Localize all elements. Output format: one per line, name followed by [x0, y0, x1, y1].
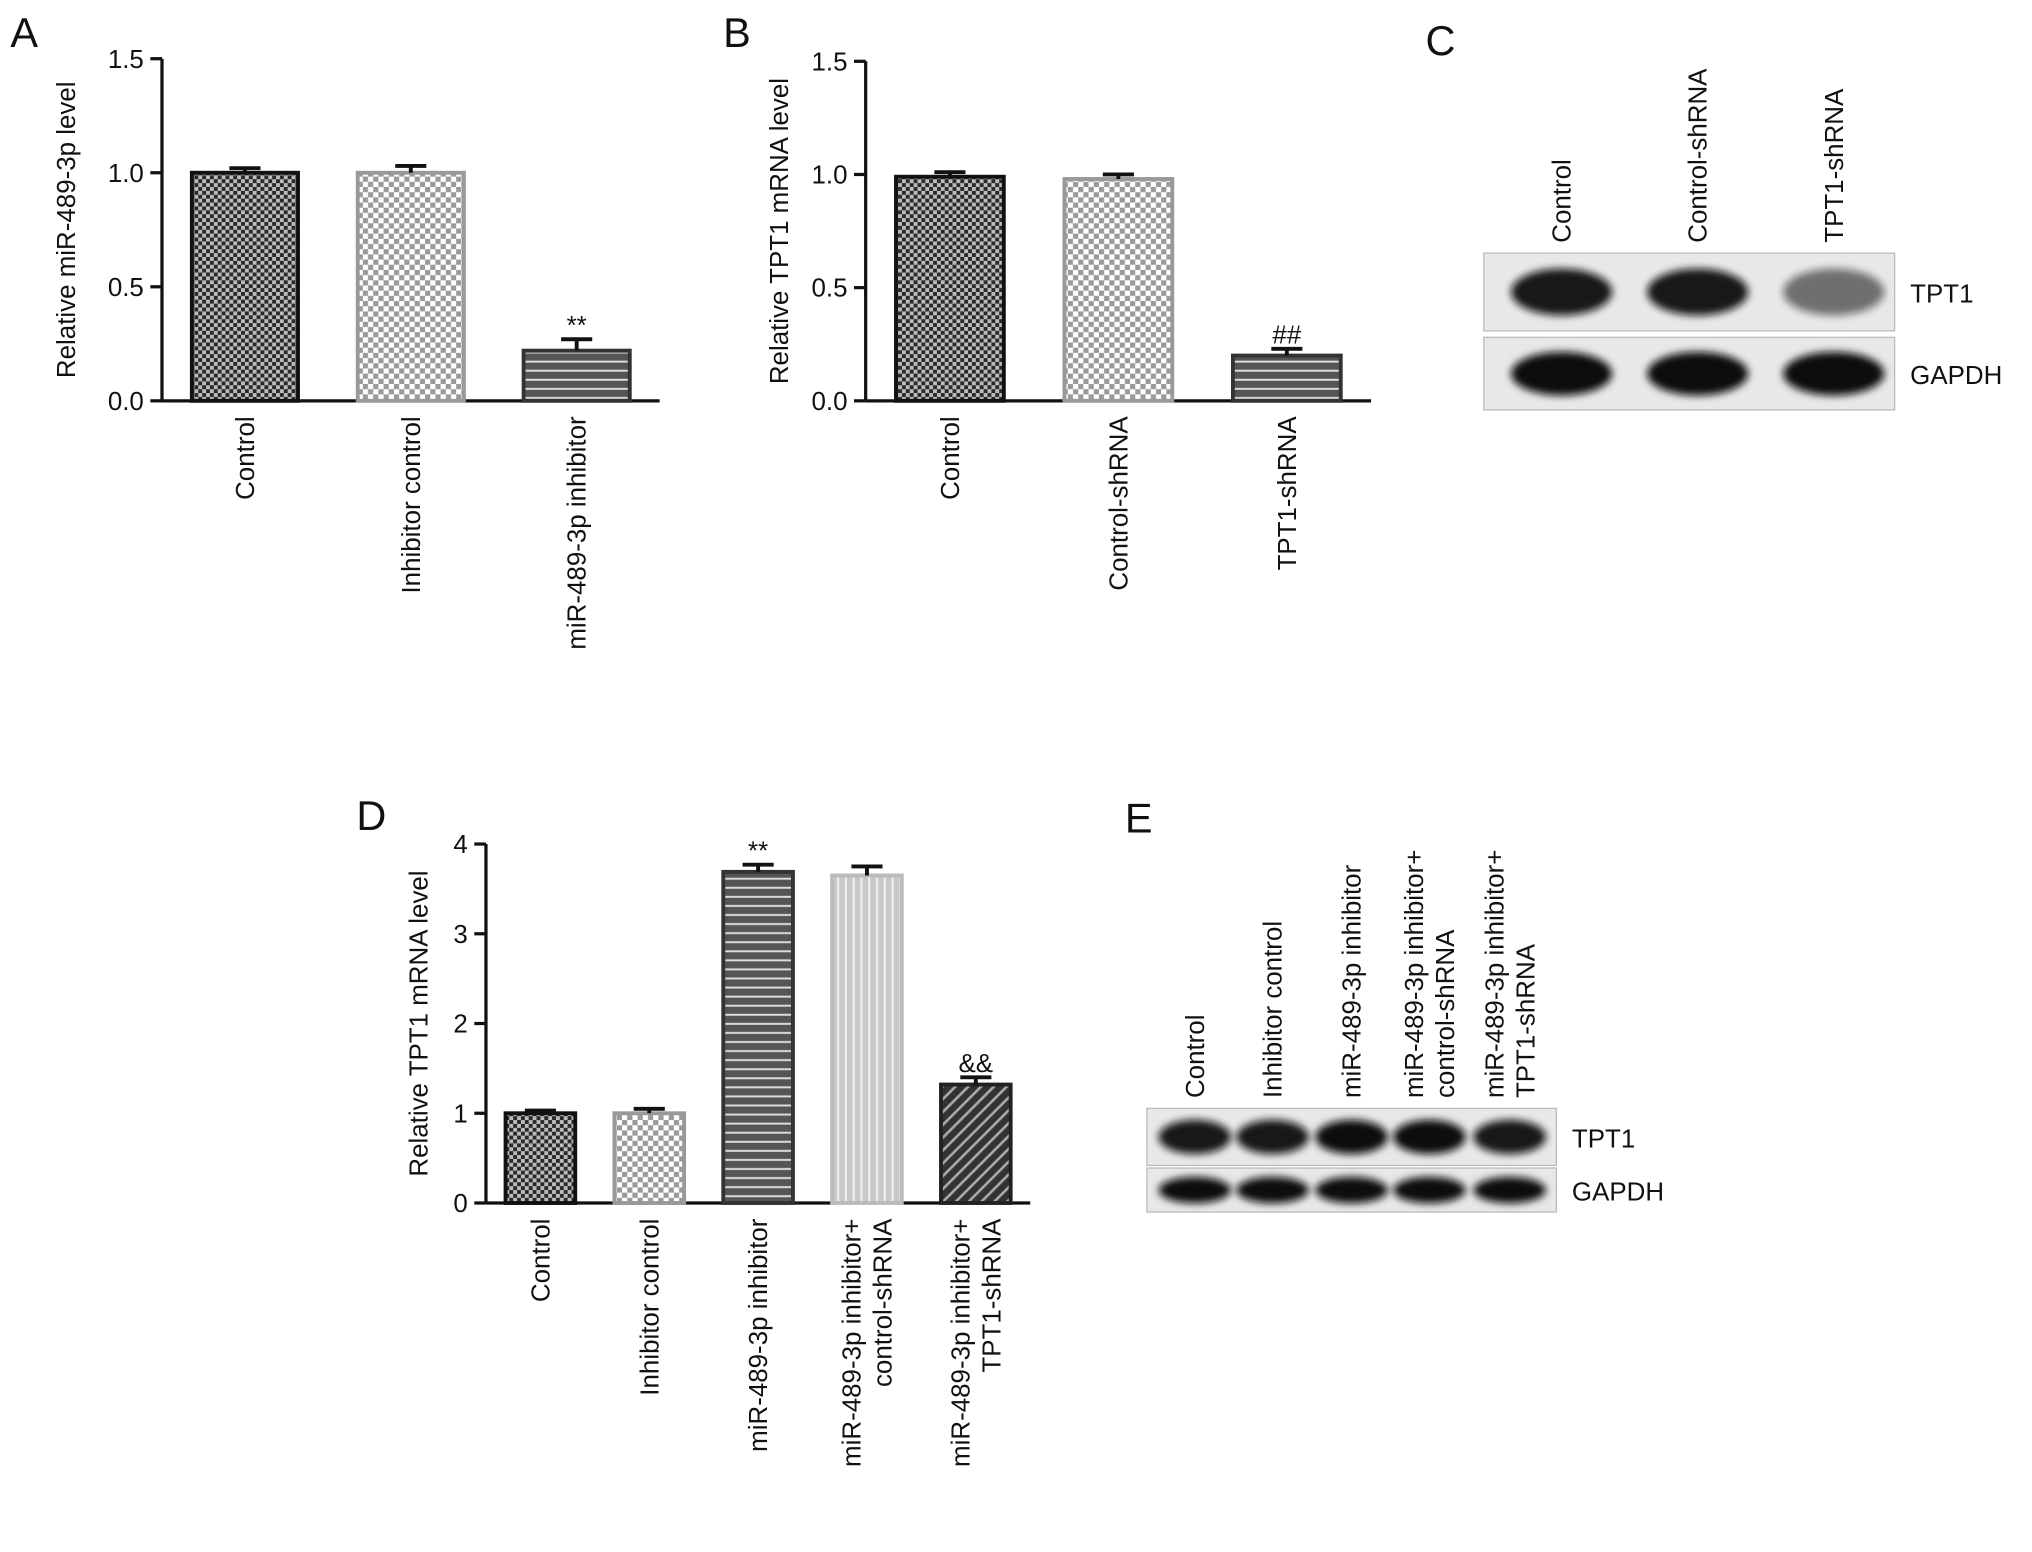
error-bar	[960, 1075, 992, 1085]
y-tick-label: 3	[453, 921, 467, 949]
y-tick-label: 1	[453, 1100, 467, 1128]
x-tick-label: control-shRNA	[870, 1218, 898, 1387]
y-axis-label: Relative miR-489-3p level	[53, 81, 81, 378]
bar	[939, 1082, 1013, 1205]
bar	[503, 1111, 578, 1205]
lane-label: Inhibitor control	[1260, 921, 1288, 1098]
band	[1783, 351, 1885, 396]
band-label: GAPDH	[1910, 362, 2002, 390]
band	[1315, 1176, 1388, 1204]
significance-label: ##	[1272, 322, 1301, 350]
bar	[189, 170, 300, 403]
lane-label: Control	[1182, 1015, 1210, 1099]
x-tick-label: Inhibitor control	[636, 1219, 664, 1396]
band	[1315, 1119, 1388, 1155]
panel-label: E	[1125, 794, 1153, 841]
lane-label: miR-489-3p inhibitor	[1339, 864, 1367, 1098]
bar	[1230, 353, 1343, 403]
error-bar	[395, 163, 427, 173]
x-tick-label: Control	[527, 1219, 555, 1303]
band	[1158, 1176, 1232, 1204]
y-tick-label: 0	[453, 1190, 467, 1218]
bar	[1062, 177, 1175, 403]
significance-label: **	[748, 837, 768, 865]
y-tick-label: 0.0	[108, 388, 144, 416]
panel-label: A	[10, 9, 38, 56]
band	[1393, 1176, 1466, 1204]
band	[1158, 1119, 1232, 1155]
x-tick-label: Control-shRNA	[1105, 416, 1133, 591]
band-label: TPT1	[1910, 280, 1973, 308]
error-bar	[524, 1108, 556, 1114]
band	[1783, 268, 1885, 316]
error-bar	[934, 170, 966, 177]
band	[1473, 1119, 1547, 1155]
error-bar	[1271, 346, 1303, 356]
y-tick-label: 2	[453, 1011, 467, 1039]
lane-label: miR-489-3p inhibitor+	[1401, 850, 1429, 1098]
y-tick-label: 4	[453, 831, 467, 859]
x-tick-label: Control	[937, 416, 965, 500]
x-tick-label: Inhibitor control	[398, 416, 426, 593]
x-tick-label: miR-489-3p inhibitor	[745, 1218, 773, 1452]
band	[1236, 1119, 1309, 1155]
x-tick-label: miR-489-3p inhibitor+	[947, 1219, 975, 1467]
error-bar	[561, 337, 593, 351]
y-tick-label: 1.5	[812, 48, 848, 76]
panel-label: B	[723, 9, 751, 56]
y-tick-label: 0.5	[812, 275, 848, 303]
error-bar	[742, 862, 774, 872]
band	[1393, 1119, 1466, 1155]
panel-label: C	[1426, 17, 1456, 64]
significance-label: &&	[959, 1050, 994, 1078]
x-tick-label: miR-489-3p inhibitor+	[838, 1219, 866, 1467]
error-bar	[633, 1106, 665, 1114]
band-label: TPT1	[1572, 1125, 1635, 1153]
y-tick-label: 1.5	[108, 46, 144, 74]
x-tick-label: Control	[232, 416, 260, 500]
lane-label: miR-489-3p inhibitor+	[1481, 850, 1509, 1098]
panel-label: D	[356, 792, 386, 839]
x-tick-label: miR-489-3p inhibitor	[564, 416, 592, 650]
y-axis-label: Relative TPT1 mRNA level	[406, 870, 434, 1176]
bar	[612, 1111, 687, 1205]
band	[1236, 1176, 1309, 1204]
y-tick-label: 0.5	[108, 274, 144, 302]
bar	[894, 174, 1006, 403]
bar	[355, 170, 466, 403]
band	[1647, 268, 1749, 316]
y-tick-label: 0.0	[812, 388, 848, 416]
band-label: GAPDH	[1572, 1178, 1664, 1206]
lane-label: TPT1-shRNA	[1512, 943, 1540, 1098]
x-tick-label: TPT1-shRNA	[978, 1218, 1006, 1373]
lane-label: TPT1-shRNA	[1821, 88, 1849, 243]
error-bar	[1102, 172, 1134, 180]
y-tick-label: 1.0	[108, 160, 144, 188]
lane-label: control-shRNA	[1432, 929, 1460, 1098]
x-tick-label: TPT1-shRNA	[1274, 416, 1302, 571]
band	[1511, 268, 1613, 316]
band	[1473, 1176, 1547, 1204]
error-bar	[229, 166, 261, 173]
significance-label: **	[567, 312, 587, 340]
error-bar	[851, 864, 883, 876]
bar	[721, 869, 795, 1205]
band	[1511, 351, 1613, 396]
y-tick-label: 1.0	[812, 162, 848, 190]
bar	[521, 348, 632, 403]
band	[1647, 351, 1749, 396]
lane-label: Control-shRNA	[1685, 68, 1713, 243]
y-axis-label: Relative TPT1 mRNA level	[766, 78, 794, 384]
lane-label: Control	[1549, 159, 1577, 243]
bar	[830, 873, 904, 1205]
